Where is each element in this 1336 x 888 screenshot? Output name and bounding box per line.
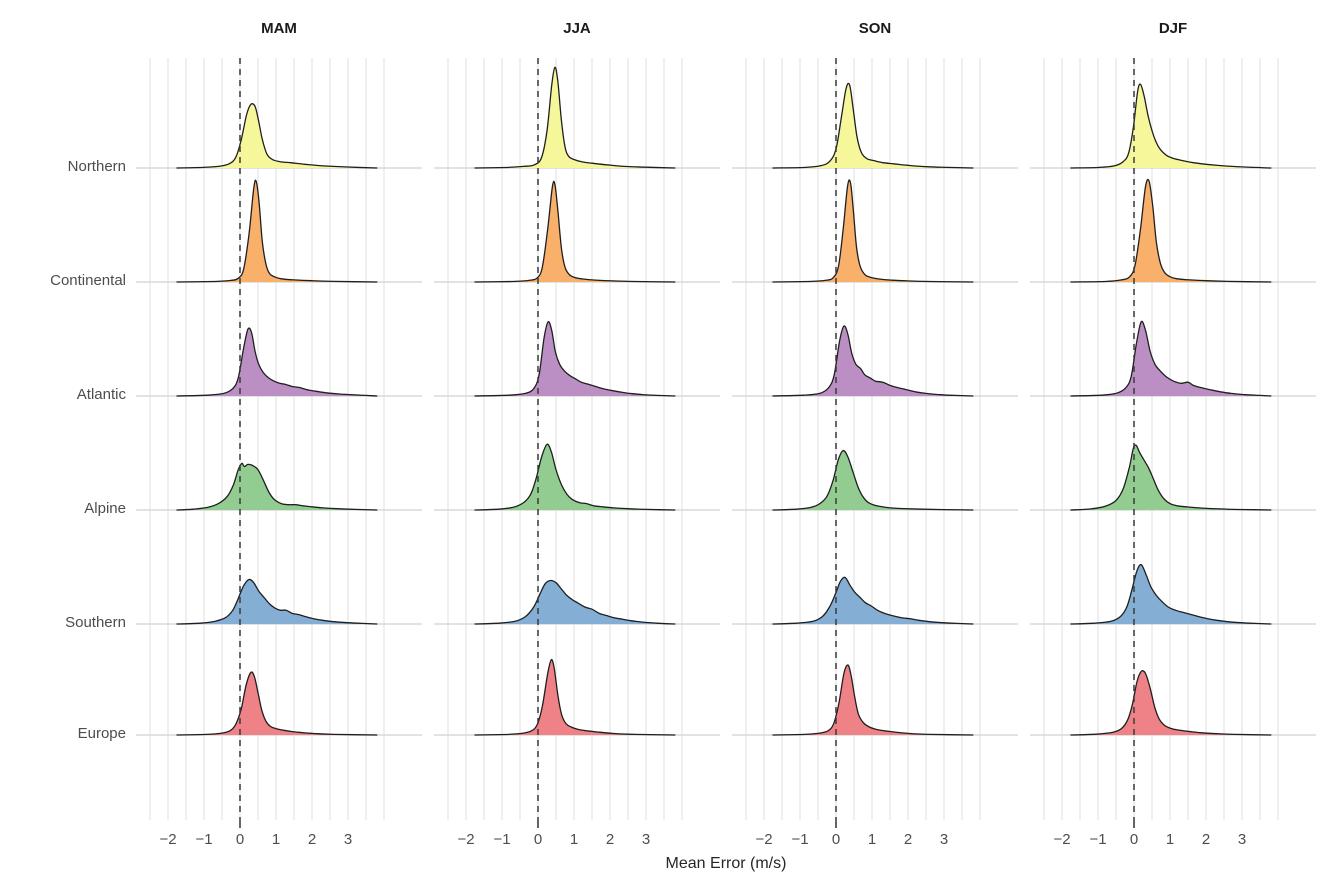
- density-fill-continental-djf: [1071, 179, 1271, 282]
- row-label-southern: Southern: [65, 614, 126, 631]
- x-tick-label-mam--1: −1: [195, 831, 213, 848]
- density-fill-atlantic-djf: [1071, 321, 1271, 396]
- x-tick-label-son-0: 0: [831, 831, 841, 848]
- x-tick-label-djf--2: −2: [1053, 831, 1071, 848]
- row-label-continental: Continental: [50, 272, 126, 289]
- x-tick-label-djf-3: 3: [1237, 831, 1247, 848]
- facet-panel-son: [732, 58, 1018, 828]
- x-tick-label-djf-1: 1: [1165, 831, 1175, 848]
- x-tick-label-mam-0: 0: [235, 831, 245, 848]
- density-fill-continental-son: [773, 179, 973, 282]
- density-fill-atlantic-mam: [177, 328, 377, 396]
- row-label-europe: Europe: [77, 725, 126, 742]
- density-outline-europe-djf: [1070, 670, 1272, 736]
- density-outline-atlantic-mam: [176, 327, 378, 397]
- x-tick-label-son--1: −1: [791, 831, 809, 848]
- density-outline-continental-son: [772, 179, 974, 283]
- density-outline-northern-mam: [176, 103, 378, 169]
- density-fill-atlantic-son: [773, 325, 973, 396]
- x-tick-label-mam--2: −2: [159, 831, 177, 848]
- density-fill-continental-mam: [177, 180, 377, 282]
- density-fill-alpine-djf: [1071, 444, 1271, 510]
- x-axis-title: Mean Error (m/s): [665, 855, 787, 872]
- x-tick-label-son-2: 2: [903, 831, 913, 848]
- density-outline-continental-djf: [1070, 178, 1272, 283]
- x-tick-label-djf--1: −1: [1089, 831, 1107, 848]
- facet-title-mam: MAM: [261, 20, 297, 37]
- density-fill-europe-son: [773, 664, 973, 735]
- density-fill-europe-djf: [1071, 670, 1271, 735]
- x-tick-label-son--2: −2: [755, 831, 773, 848]
- density-fill-southern-jja: [475, 580, 675, 624]
- density-fill-europe-jja: [475, 659, 675, 735]
- density-fill-northern-jja: [475, 67, 675, 168]
- facet-title-djf: DJF: [1158, 20, 1188, 37]
- facet-panel-mam: [136, 58, 422, 828]
- density-outline-southern-djf: [1070, 563, 1272, 625]
- density-outline-europe-son: [772, 664, 974, 736]
- density-fill-alpine-son: [773, 450, 973, 510]
- density-outline-alpine-jja: [474, 443, 676, 511]
- density-outline-alpine-djf: [1070, 444, 1272, 511]
- density-fill-northern-son: [773, 83, 973, 168]
- row-label-atlantic: Atlantic: [76, 386, 126, 403]
- density-outline-southern-son: [772, 576, 974, 625]
- density-fill-atlantic-jja: [475, 321, 675, 396]
- density-fill-europe-mam: [177, 672, 377, 735]
- density-fill-southern-mam: [177, 579, 377, 624]
- facet-panel-djf: [1030, 58, 1316, 828]
- density-outline-alpine-son: [772, 449, 974, 511]
- facet-title-jja: JJA: [563, 20, 591, 37]
- x-tick-label-djf-2: 2: [1201, 831, 1211, 848]
- facet-panel-jja: [434, 58, 720, 828]
- density-fill-southern-son: [773, 577, 973, 624]
- row-label-northern: Northern: [67, 158, 126, 175]
- density-outline-atlantic-djf: [1070, 320, 1272, 397]
- density-fill-southern-djf: [1071, 564, 1271, 624]
- x-tick-label-jja--2: −2: [457, 831, 475, 848]
- x-tick-label-son-1: 1: [867, 831, 877, 848]
- density-outline-europe-jja: [474, 658, 676, 736]
- x-tick-label-mam-3: 3: [343, 831, 353, 848]
- density-fill-alpine-mam: [177, 463, 377, 510]
- density-outline-northern-jja: [474, 66, 676, 169]
- density-outline-europe-mam: [176, 671, 378, 736]
- density-outline-continental-jja: [474, 180, 676, 283]
- density-outline-continental-mam: [176, 179, 378, 283]
- density-fill-alpine-jja: [475, 444, 675, 510]
- density-outline-alpine-mam: [176, 462, 378, 511]
- density-outline-atlantic-son: [772, 325, 974, 397]
- density-fill-northern-mam: [177, 103, 377, 168]
- x-tick-label-jja-3: 3: [641, 831, 651, 848]
- facet-title-son: SON: [858, 20, 892, 37]
- density-outline-northern-son: [772, 82, 974, 169]
- x-tick-label-jja-1: 1: [569, 831, 579, 848]
- density-outline-southern-mam: [176, 578, 378, 625]
- density-outline-northern-djf: [1070, 83, 1272, 169]
- row-label-alpine: Alpine: [84, 500, 126, 517]
- x-tick-label-jja-0: 0: [533, 831, 543, 848]
- density-fill-continental-jja: [475, 181, 675, 282]
- x-tick-label-son-3: 3: [939, 831, 949, 848]
- x-tick-label-mam-1: 1: [271, 831, 281, 848]
- x-tick-label-mam-2: 2: [307, 831, 317, 848]
- density-fill-northern-djf: [1071, 84, 1271, 168]
- x-tick-label-djf-0: 0: [1129, 831, 1139, 848]
- x-tick-label-jja-2: 2: [605, 831, 615, 848]
- x-tick-label-jja--1: −1: [493, 831, 511, 848]
- density-outline-southern-jja: [474, 579, 676, 625]
